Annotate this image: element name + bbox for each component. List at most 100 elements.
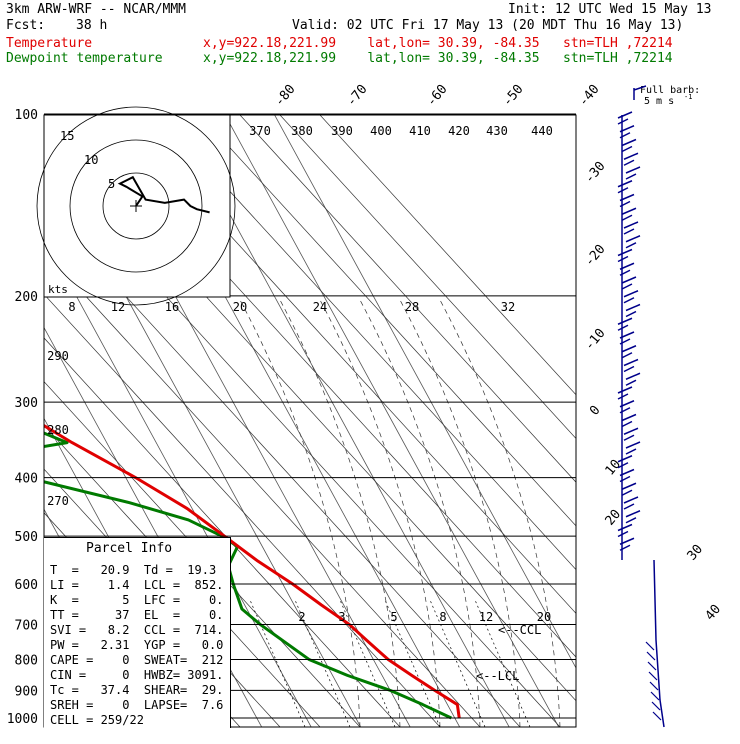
moist-adiabat	[399, 299, 521, 727]
wind-barb	[621, 276, 637, 290]
theta-label: 420	[448, 124, 470, 138]
parcel-row: T = 20.9 Td = 19.3	[50, 563, 217, 577]
plot-frame	[43, 114, 577, 728]
hodograph-ring-label: 5	[108, 177, 115, 191]
dewpoint-location: x,y=922.18,221.99 lat,lon= 30.39, -84.35…	[203, 51, 673, 66]
pressure-tick-label: 500	[15, 530, 38, 545]
parcel-row: CELL = 259/22	[50, 713, 144, 727]
parcel-row: CIN = 0 HWBZ= 3091.	[50, 668, 224, 682]
theta-label: 430	[486, 124, 508, 138]
hodograph-trace	[117, 175, 210, 214]
wind-barb	[625, 441, 641, 455]
mixing-ratio-line	[249, 599, 306, 727]
wind-barb	[621, 207, 637, 221]
isotherm-label: 40	[703, 602, 725, 624]
barb-legend-line2: 5 m s	[644, 96, 674, 107]
hodograph-ring	[36, 106, 236, 306]
theta-label: 400	[370, 124, 392, 138]
speed-label: 16	[165, 300, 179, 314]
wind-barb	[623, 290, 639, 304]
pressure-tick-label: 700	[15, 618, 38, 633]
moist-adiabat	[439, 299, 561, 727]
wind-barb	[617, 180, 633, 194]
isotherm-label: -30	[582, 159, 609, 187]
moist-adiabat	[239, 299, 361, 727]
parcel-row: LI = 1.4 LCL = 852.	[50, 578, 224, 592]
speed-label: 8	[68, 300, 75, 314]
isotherm-label: 0	[587, 403, 604, 419]
dry-adiabat	[199, 115, 576, 527]
parcel-row: CAPE = 0 SWEAT= 212	[50, 653, 224, 667]
wind-barb	[625, 372, 641, 386]
forecast-hour: 38 h	[76, 18, 108, 33]
isotherm-label: 20	[603, 507, 625, 529]
dry-adiabat	[44, 293, 441, 727]
isotherm-label: -20	[582, 242, 609, 270]
wind-barb	[619, 468, 635, 483]
speed-label: 28	[405, 300, 419, 314]
wind-barb	[619, 262, 635, 276]
wind-barb	[651, 701, 661, 711]
wind-barb	[625, 166, 641, 180]
wind-barb	[621, 413, 637, 428]
wind-barb	[646, 651, 656, 661]
theta-label: 390	[331, 124, 353, 138]
isotherm-label: -10	[582, 326, 609, 354]
theta-label: 270	[47, 494, 69, 508]
wind-barb	[621, 138, 637, 153]
speed-label: 20	[233, 300, 247, 314]
parcel-row: Tc = 37.4 SHEAR= 29.	[50, 683, 224, 697]
pressure-tick-label: 600	[15, 578, 38, 593]
wind-barb	[617, 455, 633, 469]
mixing-ratio-label: 5	[390, 610, 397, 624]
temperature-location: x,y=922.18,221.99 lat,lon= 30.39, -84.35…	[203, 36, 673, 51]
wind-barb	[619, 537, 635, 551]
mixing-ratio-line	[474, 599, 531, 727]
speed-label: 32	[501, 300, 515, 314]
barb-legend-line1: Full barb:	[640, 85, 700, 96]
forecast-label: Fcst:	[6, 18, 46, 33]
wind-barb	[617, 317, 633, 331]
wind-barb	[617, 386, 633, 400]
theta-label: 440	[531, 124, 553, 138]
wind-barb	[619, 400, 635, 414]
wind-barb	[652, 711, 662, 721]
hodograph-ring-label: 10	[84, 153, 98, 167]
wind-barb	[625, 510, 641, 524]
theta-label: 410	[409, 124, 431, 138]
dry-adiabat	[279, 115, 576, 440]
parcel-info-panel: Parcel Info T = 20.9 Td = 19.3 LI = 1.4 …	[44, 537, 231, 728]
wind-barb	[623, 152, 639, 166]
mixing-ratio-label: 12	[479, 610, 493, 624]
wind-barb	[621, 482, 637, 496]
mixing-ratio-label: 2	[298, 610, 305, 624]
hodograph-ring	[69, 139, 203, 273]
hodograph-ring	[102, 172, 170, 240]
wind-barb	[619, 125, 635, 139]
temperature-profile	[44, 423, 461, 719]
isotherm-label: -60	[424, 82, 451, 110]
isotherm-label: 30	[685, 542, 707, 564]
mixing-ratio-label: 8	[439, 610, 446, 624]
moist-adiabat	[279, 299, 401, 727]
parcel-row: PW = 2.31 YGP = 0.0	[50, 638, 224, 652]
speed-label: 12	[111, 300, 125, 314]
moist-adiabat	[319, 299, 441, 727]
parcel-row: SREH = 0 LAPSE= 7.6	[50, 698, 224, 712]
isotherm-label: -70	[344, 82, 371, 110]
mixing-ratio-label: 3	[338, 610, 345, 624]
barb-legend-icon	[633, 85, 647, 100]
pressure-tick-label: 1000	[7, 712, 38, 727]
dry-adiabat	[319, 115, 576, 396]
hodograph-ring-label: 15	[60, 129, 74, 143]
isotherm	[0, 109, 15, 728]
speed-label: 24	[313, 300, 327, 314]
pressure-tick-label: 100	[15, 108, 38, 123]
wind-barb	[623, 358, 639, 373]
wind-barb	[617, 248, 633, 263]
pressure-tick-label: 200	[15, 290, 38, 305]
theta-label: 290	[47, 349, 69, 363]
dry-adiabat	[239, 115, 576, 483]
pressure-tick-label: 400	[15, 472, 38, 487]
